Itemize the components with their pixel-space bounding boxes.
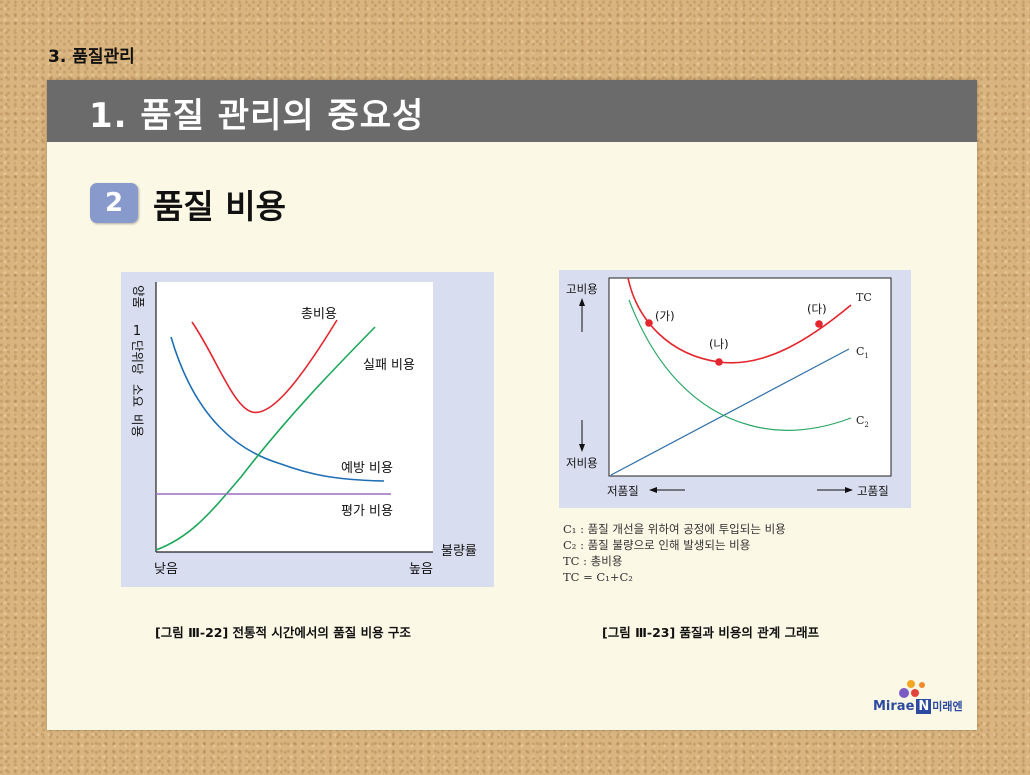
logo-text: Mirae N 미래엔 — [873, 698, 963, 714]
figure1-x-tick-low: 낮음 — [154, 562, 178, 577]
figure2-y-top: 고비용 — [566, 282, 598, 296]
figure1-svg: 양품 1 단위당 소요 비용 총비용 실패 비용 예방 비용 평가 비용 불량률… — [130, 282, 477, 577]
figure1-y-label-3: 소요 — [130, 384, 145, 407]
mirae-n-logo: Mirae N 미래엔 — [873, 678, 973, 718]
section-number-badge: 2 — [90, 183, 138, 223]
figure2-c2-label-sub: 2 — [864, 421, 868, 429]
figure1-label-appraisal: 평가 비용 — [341, 504, 393, 519]
figure1-y-label-0: 양품 — [131, 285, 146, 308]
figure1-y-label-4: 비용 — [130, 414, 145, 437]
figure2-svg: 고비용 저비용 저품질 고품질 — [566, 277, 892, 498]
figure2-caption: [그림 Ⅲ-23] 품질과 비용의 관계 그래프 — [602, 625, 820, 640]
figure2-legend-tc: TC : 총비용 — [563, 554, 623, 568]
figure2-c2-label-main: C — [856, 414, 864, 427]
figure1-label-failure: 실패 비용 — [363, 358, 415, 373]
figure2-tc-label: TC — [856, 291, 872, 304]
figure2-c1-label-main: C — [856, 345, 864, 358]
figure2-point-ga-label: (가) — [655, 309, 675, 323]
figure1-y-label-2: 단위당 — [130, 340, 145, 375]
figure2-legend-c1: C₁ : 품질 개선을 위하여 공정에 투입되는 비용 — [563, 522, 786, 536]
title-bar: 1. 품질 관리의 중요성 — [47, 80, 977, 142]
figure2-point-ga — [645, 319, 653, 327]
figure2-point-da — [815, 320, 823, 328]
slide-title: 1. 품질 관리의 중요성 — [89, 96, 425, 136]
figure1-plot-area — [156, 282, 433, 552]
figure1-label-prevention: 예방 비용 — [341, 461, 393, 476]
figure2-c2-label: C2 — [856, 414, 869, 429]
figure2-y-bottom: 저비용 — [566, 456, 598, 470]
section-label: 3. 품질관리 — [48, 47, 135, 67]
figure2-c1-label-sub: 1 — [864, 352, 868, 360]
figure2-c1-line — [610, 348, 850, 476]
figure2-left-arrow — [649, 487, 685, 493]
figure1-caption: [그림 Ⅲ-22] 전통적 시간에서의 품질 비용 구조 — [155, 625, 411, 640]
figure2-x-left: 저품질 — [607, 484, 639, 498]
figure2-point-da-label: (다) — [807, 302, 827, 316]
figure1-label-total: 총비용 — [301, 307, 337, 322]
figure1-x-label: 불량률 — [441, 544, 477, 559]
figure2-legend-c2: C₂ : 품질 불량으로 인해 발생되는 비용 — [563, 538, 751, 552]
figure2-down-arrow — [579, 420, 585, 452]
logo-korean: 미래엔 — [932, 700, 963, 713]
figure1-x-tick-high: 높음 — [409, 562, 433, 577]
figure-traditional-quality-cost: 양품 1 단위당 소요 비용 총비용 실패 비용 예방 비용 평가 비용 불량률… — [121, 272, 494, 587]
figure1-total-cost-curve — [191, 319, 338, 414]
figure2-x-right: 고품질 — [857, 484, 889, 498]
figure2-up-arrow — [579, 298, 585, 332]
figure2-legend-formula: TC = C₁+C₂ — [563, 570, 633, 584]
figure1-y-label-1: 1 — [133, 324, 141, 339]
logo-brand: Mirae — [873, 699, 915, 714]
logo-n: N — [916, 699, 932, 714]
figure2-legend: C₁ : 품질 개선을 위하여 공정에 투입되는 비용 C₂ : 품질 불량으로… — [563, 521, 786, 585]
figure2-point-na-label: (나) — [709, 337, 729, 351]
figure2-c2-curve — [628, 299, 852, 431]
figure2-right-arrow — [817, 487, 853, 493]
figure2-c1-label: C1 — [856, 345, 869, 360]
slide-panel: 1. 품질 관리의 중요성 2 품질 비용 양품 1 단위당 소요 비용 총비용… — [47, 80, 977, 730]
figure2-point-na — [715, 358, 723, 366]
figure-quality-cost-relationship: 고비용 저비용 저품질 고품질 — [559, 270, 911, 508]
figure1-prevention-cost-curve — [170, 336, 385, 482]
slide-subtitle: 품질 비용 — [153, 187, 286, 226]
figure1-failure-cost-curve — [155, 326, 376, 551]
